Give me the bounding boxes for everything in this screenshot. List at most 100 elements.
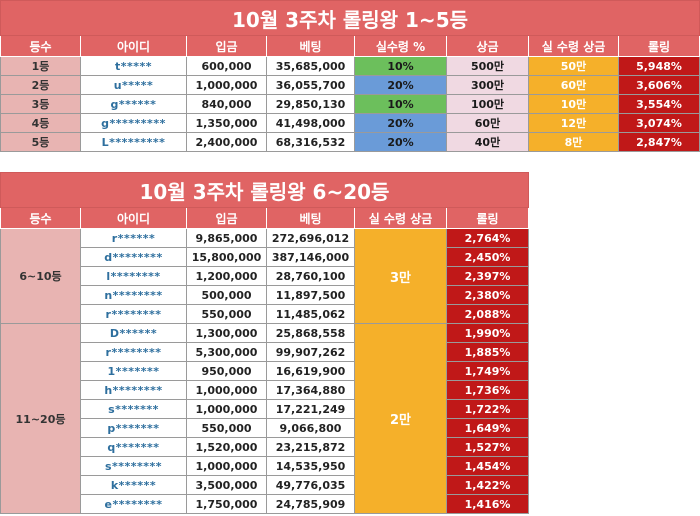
deposit-cell: 15,800,000 [186, 247, 267, 267]
bet-cell: 28,760,100 [266, 266, 355, 286]
id-cell: p******* [80, 418, 187, 438]
table-row: k****** 3,500,000 49,776,035 1,422% [1, 475, 529, 495]
table-row: 11~20등 D****** 1,300,000 25,868,558 2만 1,990% [0, 323, 529, 514]
deposit-cell: 2,400,000 [186, 132, 267, 152]
id-cell: 1******* [80, 361, 187, 381]
deposit-cell: 550,000 [186, 418, 267, 438]
bet-cell: 68,316,532 [266, 132, 355, 152]
id-cell: r******** [80, 304, 187, 324]
id-cell: g****** [80, 94, 187, 114]
id-cell: D****** [80, 323, 187, 343]
bet-cell: 24,785,909 [266, 494, 355, 514]
bet-cell: 14,535,950 [266, 456, 355, 476]
rolling-cell: 2,450% [446, 247, 529, 267]
header-prize: 상금 [446, 35, 529, 57]
prize-cell: 500만 [446, 56, 529, 76]
prize-group-cell: 2만 [354, 323, 447, 514]
rank-cell: 3등 [0, 94, 81, 114]
id-cell: u***** [80, 75, 187, 95]
table-row: e******** 1,750,000 24,785,909 1,416% [1, 494, 529, 514]
bet-cell: 35,685,000 [266, 56, 355, 76]
rolling-cell: 3,554% [618, 94, 700, 114]
pct-cell: 10% [354, 56, 447, 76]
header-deposit: 입금 [186, 35, 267, 57]
table-row: q******* 1,520,000 23,215,872 1,527% [1, 437, 529, 457]
deposit-cell: 1,350,000 [186, 113, 267, 133]
bet-cell: 25,868,558 [266, 323, 355, 343]
bet-cell: 36,055,700 [266, 75, 355, 95]
id-cell: k****** [80, 475, 187, 495]
deposit-cell: 1,000,000 [186, 456, 267, 476]
rolling-cell: 3,606% [618, 75, 700, 95]
rolling-cell: 2,397% [446, 266, 529, 286]
table-row: 4등 g********* 1,350,000 41,498,000 20% 60만 12만… [0, 113, 700, 133]
bet-cell: 41,498,000 [266, 113, 355, 133]
table-row: 2등 u***** 1,000,000 36,055,700 20% 300만 60만 3,6… [0, 75, 700, 95]
rank-cell: 2등 [0, 75, 81, 95]
bet-cell: 9,066,800 [266, 418, 355, 438]
rolling-cell: 1,416% [446, 494, 529, 514]
rolling-cell: 3,074% [618, 113, 700, 133]
top5-header-row: 등수 아이디 입금 베팅 실수령 % 상금 실 수령 상금 롤링 [0, 35, 700, 57]
id-cell: r****** [80, 228, 187, 248]
rolling-cell: 1,422% [446, 475, 529, 495]
rank-cell: 1등 [0, 56, 81, 76]
table-row: s******** 1,000,000 14,535,950 1,454% [1, 456, 529, 476]
bet-cell: 29,850,130 [266, 94, 355, 114]
table-row: d******** 15,800,000 387,146,000 2,450% [1, 247, 529, 267]
pct-cell: 10% [354, 94, 447, 114]
header-pct: 실수령 % [354, 35, 447, 57]
rolling-cell: 1,885% [446, 342, 529, 362]
header-bet: 베팅 [266, 207, 355, 229]
rest-header-row: 등수 아이디 입금 베팅 실 수령 상금 롤링 [0, 207, 529, 229]
rolling-cell: 1,527% [446, 437, 529, 457]
rolling-cell: 2,764% [446, 228, 529, 248]
deposit-cell: 500,000 [186, 285, 267, 305]
rest-title: 10월 3주차 롤링왕 6~20등 [0, 172, 529, 208]
id-cell: s******* [80, 399, 187, 419]
table-row: l******** 1,200,000 28,760,100 2,397% [1, 266, 529, 286]
bet-cell: 16,619,900 [266, 361, 355, 381]
real-prize-cell: 10만 [528, 94, 619, 114]
table-row: r******** 5,300,000 99,907,262 1,885% [1, 342, 529, 362]
header-real-prize: 실 수령 상금 [528, 35, 619, 57]
deposit-cell: 600,000 [186, 56, 267, 76]
deposit-cell: 1,000,000 [186, 399, 267, 419]
deposit-cell: 9,865,000 [186, 228, 267, 248]
deposit-cell: 5,300,000 [186, 342, 267, 362]
header-rank: 등수 [0, 35, 81, 57]
header-id: 아이디 [80, 207, 187, 229]
bet-cell: 387,146,000 [266, 247, 355, 267]
rolling-cell: 1,749% [446, 361, 529, 381]
rolling-cell: 2,847% [618, 132, 700, 152]
prize-cell: 100만 [446, 94, 529, 114]
rank-cell: 5등 [0, 132, 81, 152]
pct-cell: 20% [354, 75, 447, 95]
bet-cell: 11,897,500 [266, 285, 355, 305]
table-row: h******** 1,000,000 17,364,880 1,736% [1, 380, 529, 400]
prize-group-cell: 3만 [354, 228, 447, 324]
real-prize-cell: 50만 [528, 56, 619, 76]
top5-title: 10월 3주차 롤링왕 1~5등 [0, 0, 700, 36]
rolling-cell: 1,722% [446, 399, 529, 419]
header-bet: 베팅 [266, 35, 355, 57]
id-cell: l******** [80, 266, 187, 286]
top5-table: 10월 3주차 롤링왕 1~5등 등수 아이디 입금 베팅 실수령 % 상금 실… [0, 0, 700, 152]
table-row: n******** 500,000 11,897,500 2,380% [1, 285, 529, 305]
deposit-cell: 3,500,000 [186, 475, 267, 495]
prize-cell: 300만 [446, 75, 529, 95]
rolling-cell: 1,736% [446, 380, 529, 400]
rank-group-cell: 6~10등 [0, 228, 81, 324]
id-cell: q******* [80, 437, 187, 457]
rank-group-cell: 11~20등 [0, 323, 81, 514]
deposit-cell: 1,750,000 [186, 494, 267, 514]
bet-cell: 11,485,062 [266, 304, 355, 324]
table-row: 5등 L********* 2,400,000 68,316,532 20% 40만 8만 2… [0, 132, 700, 152]
id-cell: h******** [80, 380, 187, 400]
id-cell: e******** [80, 494, 187, 514]
bet-cell: 272,696,012 [266, 228, 355, 248]
deposit-cell: 1,520,000 [186, 437, 267, 457]
id-cell: L********* [80, 132, 187, 152]
rolling-cell: 1,454% [446, 456, 529, 476]
id-cell: d******** [80, 247, 187, 267]
